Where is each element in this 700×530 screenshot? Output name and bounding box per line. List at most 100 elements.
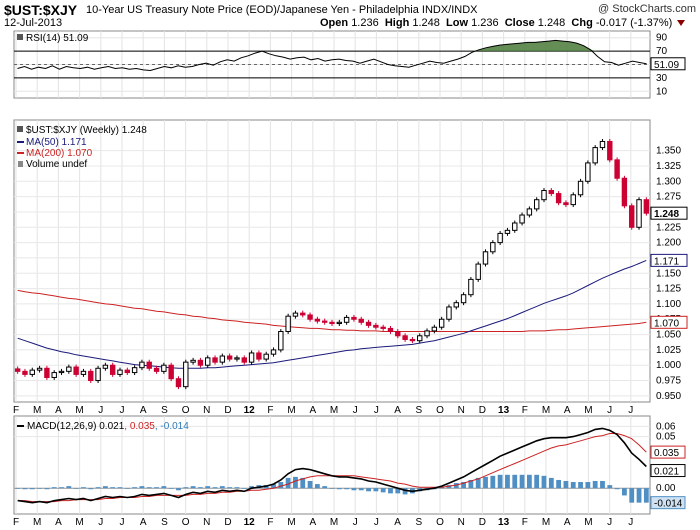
macd-x-label: A (140, 517, 147, 528)
price-legend-ma50: MA(50) 1.171 (26, 137, 87, 148)
price-tick-label: 1.225 (656, 222, 681, 233)
price-candle (109, 364, 116, 375)
price-candle (504, 229, 511, 234)
macd-histogram-bar (183, 487, 189, 489)
price-x-label: S (415, 405, 422, 416)
macd-histogram-bar (146, 487, 152, 489)
macd-histogram-bar (556, 479, 562, 489)
macd-last: 0.021 (654, 467, 679, 478)
macd-tick-label: 0.05 (656, 432, 676, 443)
price-candle (219, 355, 226, 363)
rsi-last-tag (650, 57, 686, 71)
price-x-label: D (479, 405, 486, 416)
price-candle (139, 361, 145, 369)
ma50-last-value-tag (650, 253, 688, 267)
macd-legend-prefix: MACD(12,26,9) (27, 421, 96, 432)
macd-x-label: J (98, 517, 103, 528)
low-value: 1.236 (471, 17, 499, 29)
price-candle (512, 222, 518, 231)
macd-histogram-bar (483, 476, 488, 489)
macd-legend-macd: 0.021 (96, 421, 124, 432)
macd-histogram-bar (395, 488, 401, 494)
price-x-label: F (522, 405, 528, 416)
macd-histogram-bar (227, 487, 233, 489)
rsi-tick-label: 90 (656, 33, 668, 44)
macd-histogram-bar (570, 482, 576, 489)
ma200-line (17, 289, 647, 332)
price-x-label: J (628, 405, 633, 416)
macd-x-label: D (479, 517, 486, 528)
price-x-label: M (33, 405, 41, 416)
price-candle (526, 208, 533, 216)
macd-histogram-bar (205, 486, 211, 489)
macd-histogram-bar (505, 474, 510, 489)
macd-legend-signal: , 0.035 (124, 421, 155, 432)
macd-histogram-bar (285, 477, 291, 489)
macd-histogram-bar (190, 486, 196, 489)
macd-histogram-bar (322, 486, 328, 489)
macd-histogram-bar (519, 474, 525, 489)
macd-x-label: M (75, 517, 83, 528)
macd-histogram-bar (358, 488, 364, 491)
chart-date: 12-Jul-2013 (4, 17, 63, 29)
macd-histogram-bar (541, 475, 547, 489)
macd-histogram-bar (293, 476, 298, 489)
down-arrow-icon (677, 20, 686, 27)
macd-histogram-bar (388, 488, 393, 494)
macd-histogram-bar (468, 479, 474, 489)
price-candle (629, 205, 635, 228)
macd-x-label: J (120, 517, 125, 528)
price-tick-label: 1.200 (656, 238, 681, 249)
price-tick-label: 1.025 (656, 345, 681, 356)
price-x-label: A (55, 405, 62, 416)
stockcharts-brand: @ StockCharts.com (598, 3, 696, 15)
price-candle (453, 302, 459, 308)
price-candle (51, 372, 57, 378)
macd-histogram-bar (154, 487, 159, 489)
macd-histogram-bar (110, 487, 116, 489)
price-candle (460, 294, 467, 304)
macd-x-label: A (309, 517, 316, 528)
macd-histogram-bar (139, 486, 145, 489)
price-candle (168, 364, 174, 380)
price-candle (292, 312, 299, 317)
macd-x-label: S (415, 517, 422, 528)
price-candle (387, 327, 394, 333)
price-candle (153, 367, 160, 372)
price-tick-label: 1.100 (656, 299, 681, 310)
price-candle (73, 366, 79, 375)
price-x-label: S (161, 405, 168, 416)
price-x-label: M (287, 405, 295, 416)
price-candle (621, 177, 628, 207)
price-candle (395, 331, 401, 337)
macd-x-label: 13 (498, 517, 510, 528)
price-candle (585, 162, 591, 182)
rsi-tick-label: 70 (656, 46, 668, 57)
macd-histogram-bar (453, 483, 459, 489)
macd-histogram-bar (132, 487, 138, 489)
price-candle (80, 370, 87, 375)
volume-legend-icon (18, 161, 23, 167)
symbol-title: $UST:$XJY (4, 2, 78, 18)
price-candle (607, 140, 613, 161)
macd-histogram-bar (512, 474, 518, 489)
price-candle (365, 321, 372, 326)
open-value: 1.236 (351, 17, 379, 29)
rsi-legend: RSI(14) 51.09 (26, 33, 89, 44)
price-candle (592, 147, 598, 164)
macd-x-label: M (330, 517, 338, 528)
macd-histogram-bar (234, 487, 240, 489)
price-x-label: D (224, 405, 231, 416)
rsi-tick-label: 10 (656, 86, 668, 97)
macd-x-label: S (161, 517, 168, 528)
macd-histogram-bar (314, 484, 320, 489)
ma50-last-value: 1.171 (654, 256, 679, 267)
price-candle (285, 315, 291, 333)
macd-x-label: A (394, 517, 401, 528)
price-candle (278, 331, 284, 351)
price-tick-label: 1.325 (656, 161, 681, 172)
macd-histogram-bar (373, 488, 379, 492)
price-legend-volume: Volume undef (26, 159, 87, 170)
